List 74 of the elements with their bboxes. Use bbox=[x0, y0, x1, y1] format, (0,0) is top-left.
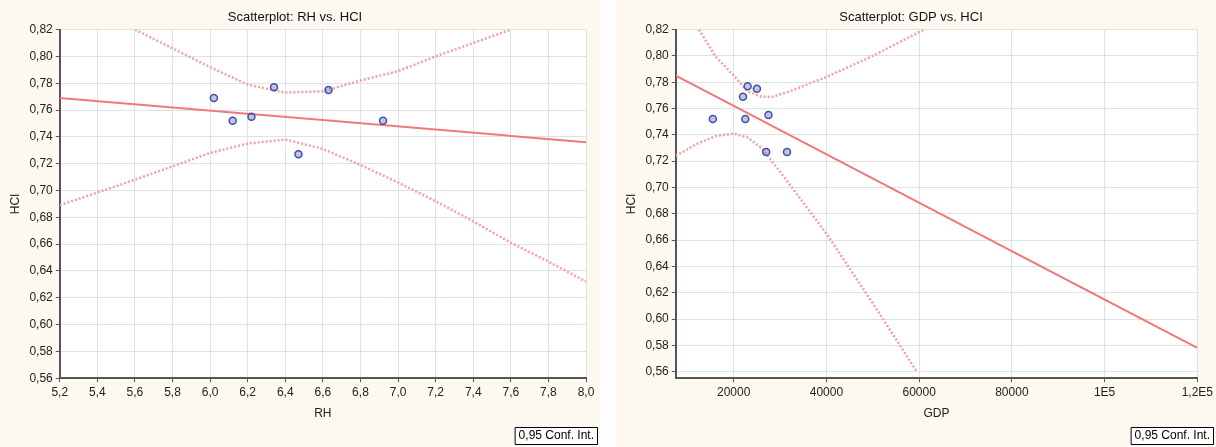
y-tick-label: 0,80 bbox=[29, 48, 54, 63]
y-tick-label: 0,74 bbox=[29, 129, 54, 144]
point bbox=[752, 84, 762, 94]
x-tick-label: 6,2 bbox=[239, 384, 257, 399]
y-tick-label: 0,82 bbox=[645, 21, 670, 36]
y-tick-label: 0,56 bbox=[29, 370, 54, 385]
y-tick-label: 0,66 bbox=[29, 236, 54, 251]
y-tick-label: 0,72 bbox=[29, 155, 54, 170]
line-series bbox=[59, 138, 586, 283]
point bbox=[294, 150, 303, 159]
y-tick-label: 0,80 bbox=[645, 48, 670, 63]
x-tick-label: 5,4 bbox=[89, 384, 107, 399]
y-tick-label: 0,58 bbox=[645, 337, 670, 352]
point bbox=[738, 92, 748, 101]
x-tick-label: 40000 bbox=[809, 384, 844, 399]
y-axis-title: HCI bbox=[7, 193, 22, 215]
x-tick-label: 20000 bbox=[717, 384, 751, 399]
x-tick-label: 7,0 bbox=[389, 384, 407, 399]
x-tick-label: 7,6 bbox=[502, 384, 520, 399]
point bbox=[761, 147, 771, 157]
y-tick-label: 0,82 bbox=[29, 21, 54, 36]
y-tick-label: 0,70 bbox=[29, 182, 54, 197]
x-tick-label: 5,6 bbox=[126, 384, 144, 399]
y-tick-label: 0,64 bbox=[29, 263, 54, 278]
point bbox=[782, 147, 792, 157]
y-tick-label: 0,60 bbox=[29, 316, 54, 331]
y-tick-label: 0,58 bbox=[29, 343, 54, 358]
y-tick-label: 0,78 bbox=[645, 74, 670, 89]
point bbox=[741, 114, 750, 124]
text: 0,95 Conf. Int. bbox=[1134, 428, 1211, 443]
point bbox=[378, 116, 388, 126]
x-tick-label: 6,6 bbox=[314, 384, 332, 399]
x-axis-title: RH bbox=[314, 406, 332, 421]
y-tick-label: 0,74 bbox=[645, 127, 670, 142]
point bbox=[228, 116, 237, 126]
x-tick-label: 7,4 bbox=[464, 384, 482, 399]
y-tick-label: 0,72 bbox=[645, 153, 670, 168]
y-tick-label: 0,62 bbox=[29, 290, 54, 305]
x-axis-title: GDP bbox=[923, 406, 950, 421]
y-tick-label: 0,78 bbox=[29, 75, 54, 90]
y-tick-label: 0,76 bbox=[29, 102, 54, 117]
point bbox=[209, 93, 219, 103]
x-tick-label: 1E5 bbox=[1093, 384, 1116, 399]
point bbox=[764, 110, 773, 120]
y-tick-label: 0,68 bbox=[29, 209, 54, 224]
y-tick-label: 0,56 bbox=[645, 363, 670, 378]
point bbox=[247, 112, 256, 121]
x-tick-label: 7,8 bbox=[540, 384, 558, 399]
point bbox=[269, 83, 279, 92]
point bbox=[743, 81, 752, 91]
y-tick-label: 0,64 bbox=[645, 258, 670, 273]
x-tick-label: 5,2 bbox=[51, 384, 69, 399]
x-tick-label: 8,0 bbox=[577, 384, 595, 399]
x-tick-label: 6,8 bbox=[352, 384, 370, 399]
x-tick-label: 5,8 bbox=[164, 384, 182, 399]
x-tick-label: 6,0 bbox=[201, 384, 219, 399]
y-tick-label: 0,70 bbox=[645, 179, 670, 194]
x-tick-label: 60000 bbox=[902, 384, 937, 399]
y-tick-label: 0,68 bbox=[645, 206, 670, 221]
y-tick-label: 0,62 bbox=[645, 285, 670, 300]
y-axis-title: HCI bbox=[623, 193, 638, 215]
x-tick-label: 80000 bbox=[995, 384, 1029, 399]
x-tick-label: 6,4 bbox=[276, 384, 294, 399]
point bbox=[708, 114, 718, 124]
x-tick-label: 1,2E5 bbox=[1181, 384, 1214, 399]
y-tick-label: 0,66 bbox=[645, 232, 670, 247]
chart-title: Scatterplot: RH vs. HCI bbox=[227, 9, 363, 25]
y-tick-label: 0,76 bbox=[645, 100, 670, 115]
text: 0,95 Conf. Int. bbox=[518, 428, 595, 443]
y-tick-label: 0,60 bbox=[645, 311, 670, 326]
point bbox=[324, 85, 333, 95]
line-series bbox=[675, 132, 919, 373]
x-tick-label: 7,2 bbox=[427, 384, 445, 399]
chart-title: Scatterplot: GDP vs. HCI bbox=[839, 9, 983, 25]
